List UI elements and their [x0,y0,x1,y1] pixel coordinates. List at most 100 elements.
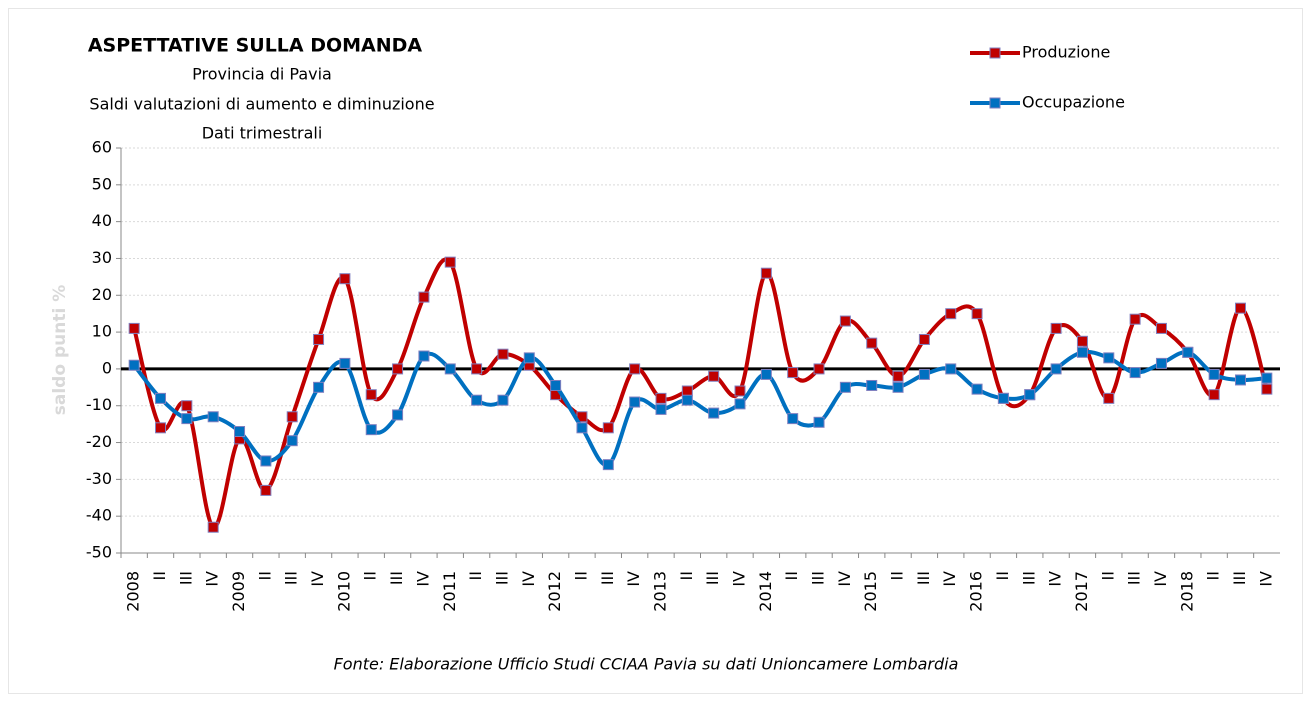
marker [207,521,219,533]
marker [313,333,325,345]
y-tick-label: 20 [92,285,112,304]
marker [655,403,667,415]
marker [681,394,693,406]
marker [1024,389,1036,401]
marker [392,363,404,375]
chart-subtitle: Provincia di Pavia [192,65,332,84]
marker [1261,372,1273,384]
marker [1234,374,1246,386]
x-tick-label: 2008 [124,571,143,612]
x-tick-label: IV [413,571,432,587]
x-tick-label: IV [624,571,643,587]
y-tick-label: 30 [92,248,112,267]
marker [339,273,351,285]
marker [892,381,904,393]
marker [1050,322,1062,334]
x-tick-label: 2011 [440,571,459,612]
x-tick-label: III [387,571,406,585]
x-tick-label: 2018 [1177,571,1196,612]
y-tick-label: 60 [92,138,112,157]
x-tick-label: 2012 [545,571,564,612]
x-tick-label: II [361,571,380,580]
marker [1208,389,1220,401]
x-tick-label: IV [835,571,854,587]
marker [181,400,193,412]
x-tick-label: II [1204,571,1223,580]
y-tick-label: -10 [86,395,112,414]
marker [286,411,298,423]
y-tick-label: 10 [92,322,112,341]
marker [339,357,351,369]
marker [1182,346,1194,358]
x-tick-label: II [993,571,1012,580]
marker [997,392,1009,404]
marker [1129,313,1141,325]
marker [313,381,325,393]
marker [128,359,140,371]
marker [1076,335,1088,347]
x-tick-label: IV [1256,571,1275,587]
marker [918,368,930,380]
x-tick-label: 2013 [650,571,669,612]
marker [839,381,851,393]
marker [787,367,799,379]
marker [734,385,746,397]
marker [813,416,825,428]
legend-label: Occupazione [1022,93,1125,112]
marker [813,363,825,375]
marker [471,363,483,375]
x-tick-label: II [782,571,801,580]
marker [418,291,430,303]
x-tick-label: III [1019,571,1038,585]
legend-marker [989,47,1001,59]
x-tick-label: IV [730,571,749,587]
marker [918,333,930,345]
marker [207,411,219,423]
y-tick-label: -20 [86,432,112,451]
marker [1208,368,1220,380]
marker [760,267,772,279]
marker [892,370,904,382]
marker [444,256,456,268]
x-tick-label: 2017 [1072,571,1091,612]
x-tick-label: III [1230,571,1249,585]
marker [629,363,641,375]
x-tick-label: III [282,571,301,585]
legend-marker [989,97,1001,109]
marker [286,435,298,447]
marker [576,422,588,434]
x-tick-label: III [598,571,617,585]
x-tick-label: 2015 [861,571,880,612]
marker [1050,363,1062,375]
marker [155,422,167,434]
x-tick-label: II [255,571,274,580]
marker [1103,352,1115,364]
marker [260,455,272,467]
x-tick-label: II [888,571,907,580]
marker [734,398,746,410]
x-tick-label: II [1098,571,1117,580]
marker [602,422,614,434]
x-tick-label: III [176,571,195,585]
marker [971,383,983,395]
y-tick-label: 0 [102,358,112,377]
marker [365,424,377,436]
x-tick-label: IV [519,571,538,587]
y-tick-label: -50 [86,543,112,562]
marker [866,379,878,391]
marker [1129,367,1141,379]
marker [444,363,456,375]
y-axis-label: saldo punti % [50,285,70,415]
x-tick-label: 2014 [756,571,775,612]
x-tick-label: III [914,571,933,585]
x-tick-label: III [809,571,828,585]
x-tick-label: IV [1046,571,1065,587]
marker [708,370,720,382]
x-tick-label: II [677,571,696,580]
marker [1261,383,1273,395]
marker [1234,302,1246,314]
marker [471,394,483,406]
chart-title: ASPETTATIVE SULLA DOMANDA [88,35,423,57]
x-tick-label: III [492,571,511,585]
